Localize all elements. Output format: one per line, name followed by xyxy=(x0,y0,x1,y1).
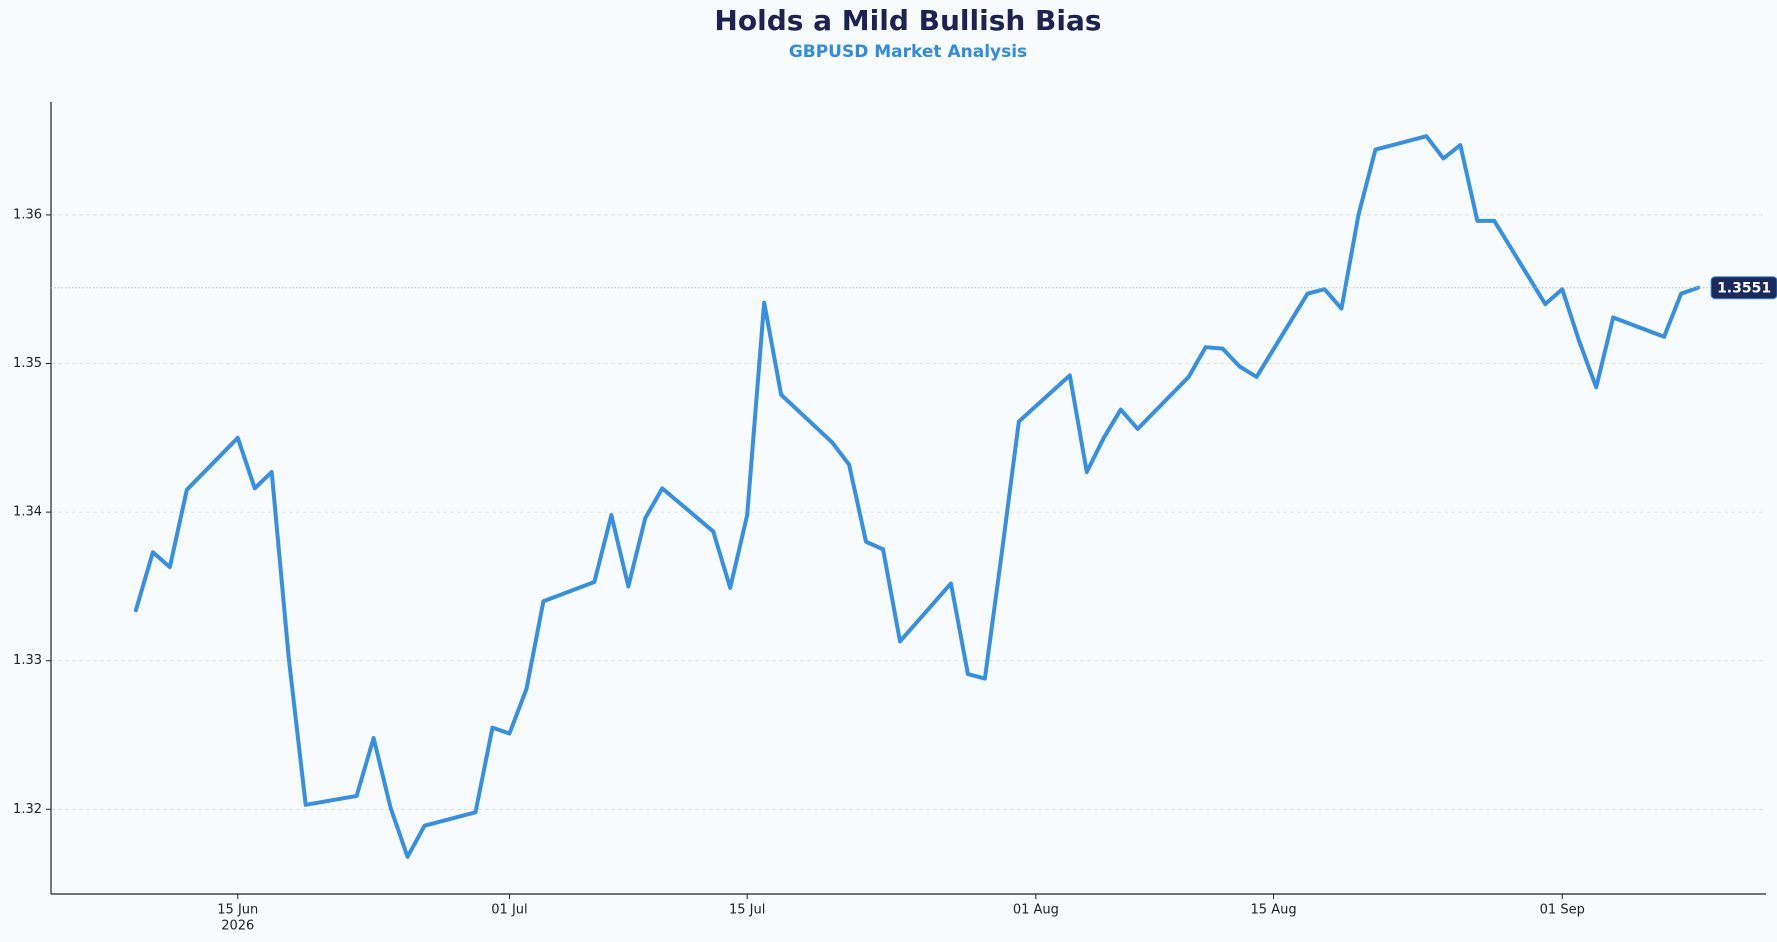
y-tick-label: 1.36 xyxy=(13,207,42,222)
chart-subtitle: GBPUSD Market Analysis xyxy=(789,42,1027,62)
price-line xyxy=(133,134,1701,859)
x-tick-label: 15 Jul xyxy=(729,903,765,918)
last-value-badge xyxy=(1710,276,1777,300)
x-tick-label: 15 Jun xyxy=(217,903,258,918)
x-tick-label: 01 Jul xyxy=(491,903,527,918)
y-tick-label: 1.35 xyxy=(13,356,42,371)
y-tick-label: 1.34 xyxy=(13,505,42,520)
x-tick-label: 01 Aug xyxy=(1013,903,1059,918)
x-tick-label: 01 Sep xyxy=(1540,903,1585,918)
x-tick-label: 15 Aug xyxy=(1251,903,1297,918)
chart-title: Holds a Mild Bullish Bias xyxy=(714,4,1101,37)
last-value-label: 1.3551 xyxy=(1717,281,1771,297)
y-tick-label: 1.32 xyxy=(13,802,42,817)
y-tick-label: 1.33 xyxy=(13,653,42,668)
x-tick-year: 2026 xyxy=(221,919,254,934)
